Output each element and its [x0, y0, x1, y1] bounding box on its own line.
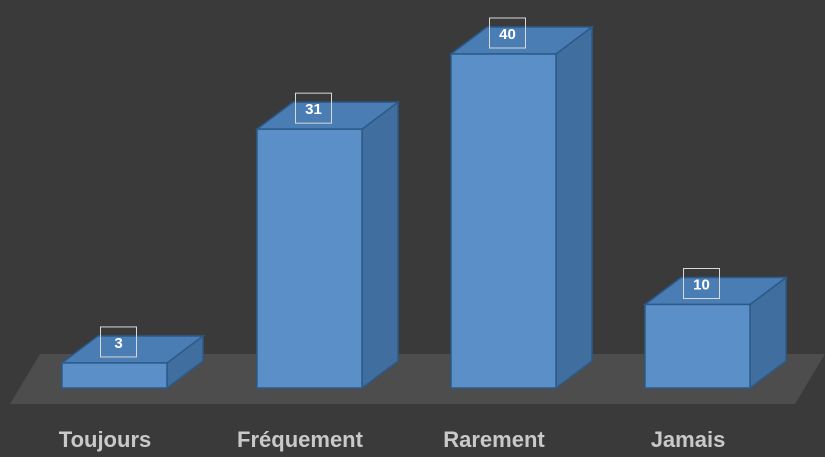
- data-label-box: [683, 268, 720, 299]
- bar-side-face: [555, 25, 593, 390]
- category-label: Toujours: [59, 427, 151, 452]
- data-label: 40: [499, 26, 516, 43]
- category-labels: Toujours Fréquement Rarement Jamais: [59, 427, 726, 452]
- category-label: Rarement: [443, 427, 545, 452]
- category-label: Fréquement: [237, 427, 364, 452]
- bar-3: 40: [448, 17, 595, 390]
- data-label: 10: [693, 277, 710, 294]
- data-label-box: [100, 326, 137, 358]
- bar-front-face: [61, 362, 168, 389]
- bar-side-face: [361, 100, 399, 390]
- category-label: Jamais: [651, 427, 726, 452]
- bar-front-face: [256, 128, 363, 389]
- data-label: 3: [114, 335, 122, 352]
- data-label: 31: [305, 101, 322, 118]
- data-label-box: [489, 17, 526, 49]
- bar-2: 31: [254, 92, 401, 390]
- chart-floor: [10, 354, 825, 404]
- bar-1: 3: [59, 326, 206, 390]
- bar-4: 10: [642, 268, 789, 390]
- bars-group: 3 31 40 10: [59, 17, 789, 390]
- data-label-box: [295, 92, 332, 124]
- bar-front-face: [644, 303, 751, 389]
- bar-front-face: [450, 53, 557, 389]
